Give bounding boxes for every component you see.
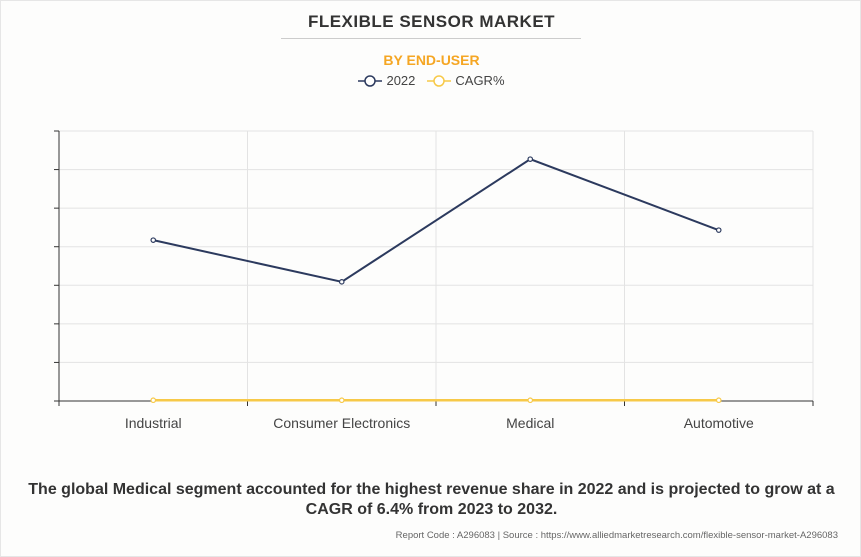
- title-divider: [281, 38, 581, 39]
- data-point: [527, 156, 534, 162]
- legend-label: 2022: [386, 73, 416, 88]
- data-point: [527, 397, 534, 404]
- report-source-footer: Report Code : A296083 | Source : https:/…: [395, 530, 838, 541]
- data-point: [150, 237, 157, 243]
- legend-marker-icon: [358, 74, 383, 87]
- legend: 2022 CAGR%: [1, 73, 861, 88]
- x-tick-label: Consumer Electronics: [273, 415, 410, 431]
- chart-caption: The global Medical segment accounted for…: [28, 481, 835, 518]
- legend-marker-icon: [427, 74, 452, 87]
- series-line-2022: [153, 158, 720, 283]
- data-point: [715, 397, 722, 404]
- legend-label: CAGR%: [455, 73, 505, 88]
- chart-subtitle: BY END-USER: [383, 52, 480, 68]
- x-tick-label: Medical: [506, 415, 554, 431]
- x-tick-label: Industrial: [125, 415, 182, 431]
- data-point: [338, 397, 345, 404]
- legend-item-2022[interactable]: 2022: [358, 73, 415, 88]
- data-point: [150, 397, 157, 404]
- chart-title: FLEXIBLE SENSOR MARKET: [307, 12, 556, 31]
- line-chart: Industrial Consumer Electronics Medical Aut…: [54, 130, 814, 431]
- legend-item-cagr[interactable]: CAGR%: [427, 73, 505, 88]
- x-tick-label: Automotive: [684, 415, 754, 431]
- data-point: [338, 279, 345, 285]
- data-point: [715, 227, 722, 233]
